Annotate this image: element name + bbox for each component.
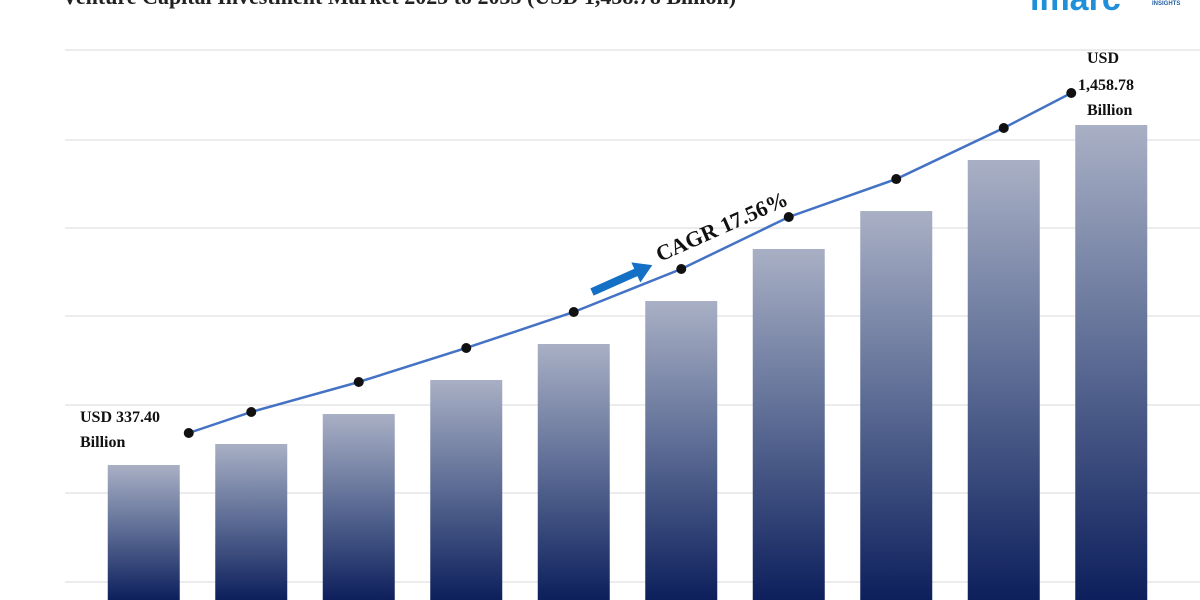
trend-point (353, 377, 364, 388)
bar (107, 465, 180, 600)
bar (430, 379, 503, 600)
start-label: USD 337.40 (80, 409, 160, 426)
cagr-arrow (590, 262, 653, 296)
trend-point (183, 428, 194, 438)
bar (752, 249, 825, 600)
bar (645, 301, 718, 600)
bar (322, 414, 395, 600)
trend-point (1066, 88, 1077, 98)
trend-point (246, 406, 257, 417)
trend-point (998, 122, 1009, 133)
trend-point (891, 174, 902, 185)
bar (860, 211, 933, 600)
start-label: Billion (80, 434, 125, 451)
chart-title: Venture Capital Investment Market 2025 t… (62, 0, 736, 9)
bar (215, 443, 288, 600)
trend-point (783, 212, 794, 223)
end-label: USD (1087, 50, 1119, 67)
bar (967, 159, 1040, 600)
trend-point (461, 342, 472, 353)
logo-sub: INSIGHTS (1152, 1, 1180, 7)
end-label: 1,458.78 (1078, 77, 1134, 94)
logo: imarc (1030, 0, 1121, 18)
bar (1075, 125, 1148, 600)
bar (537, 343, 610, 600)
end-label: Billion (1087, 102, 1132, 119)
trend-point (676, 264, 687, 275)
trend-line (188, 91, 1072, 435)
trend-point (568, 306, 579, 317)
